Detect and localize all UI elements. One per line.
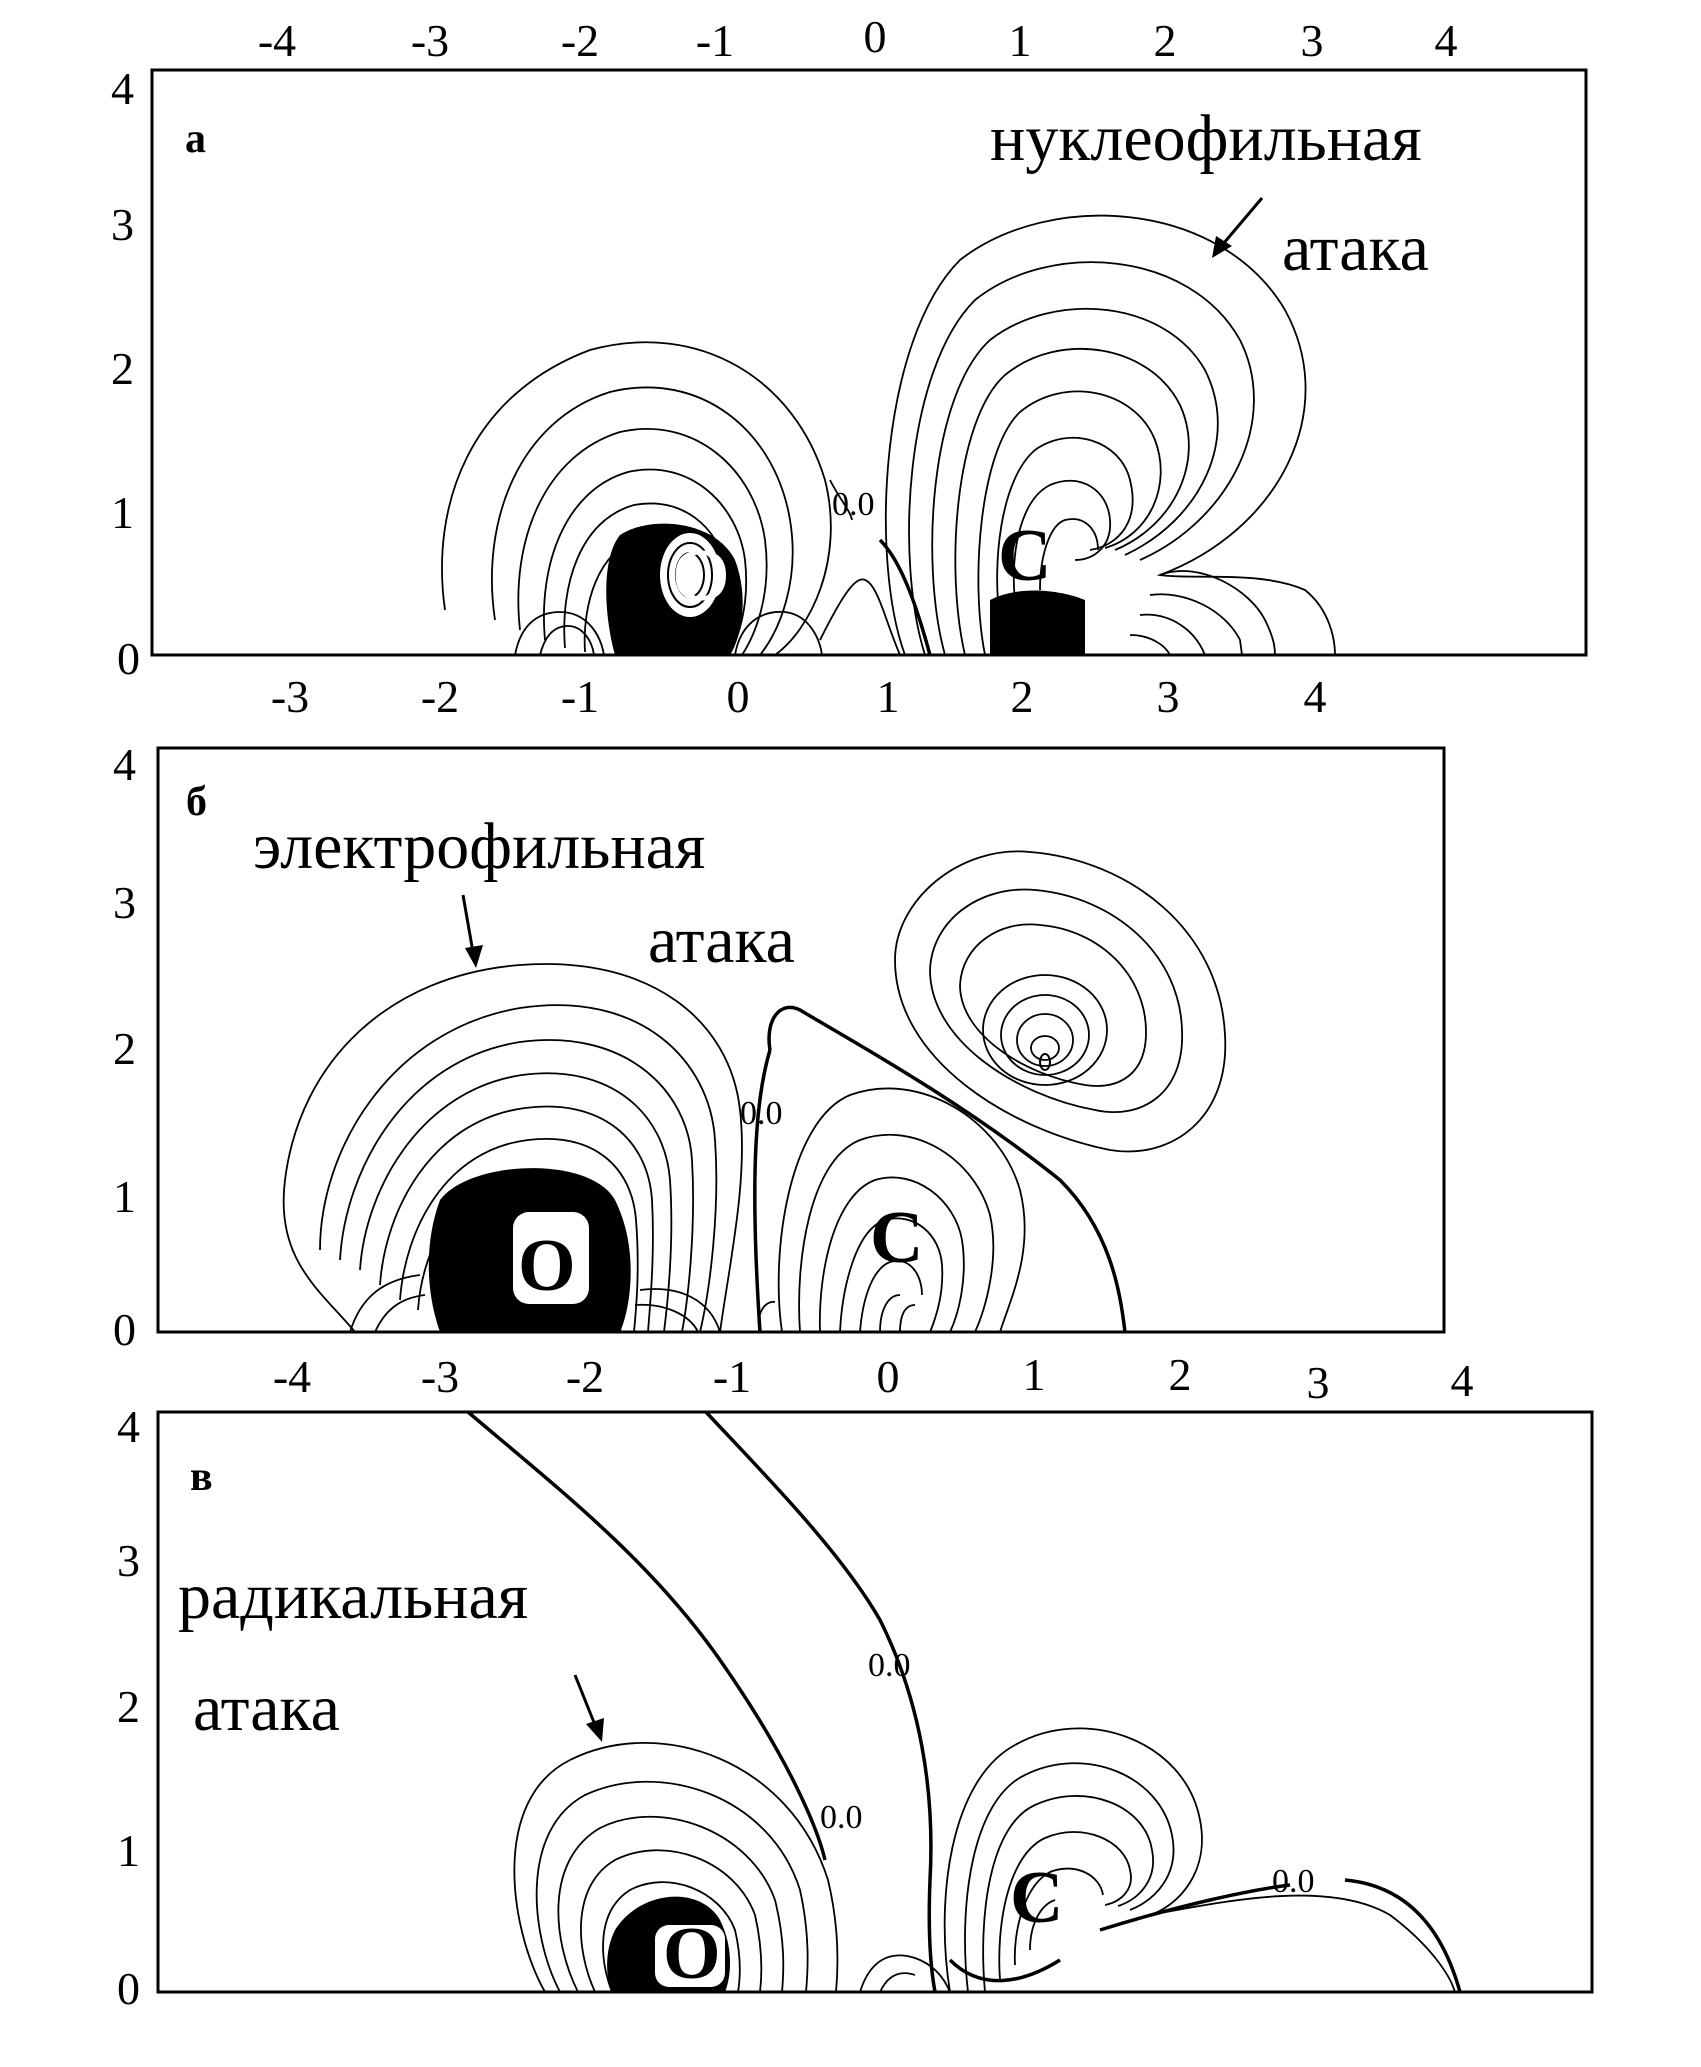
y-tick: 2 [113, 1023, 136, 1074]
x-tick: 4 [1451, 1355, 1474, 1406]
x-tick: -2 [561, 15, 599, 66]
x-tick: -3 [411, 15, 449, 66]
x-tick: 1 [1023, 1349, 1046, 1400]
annotation-line-2: атака [648, 904, 795, 977]
annotation-line-1: электрофильная [253, 810, 705, 883]
x-tick: 2 [1011, 671, 1034, 722]
y-tick: 1 [117, 1825, 140, 1876]
x-tick: -3 [271, 671, 309, 722]
zero-contour-label: 0.0 [868, 1647, 911, 1684]
panel-a-x-ticks: -4 -3 -2 -1 0 1 2 3 4 [258, 11, 1458, 66]
y-tick: 3 [111, 199, 134, 250]
panel-b-frame [156, 746, 1446, 1334]
annotation-arrow [1212, 197, 1264, 258]
annotation-line-1: радикальная [178, 1560, 528, 1633]
annotation-arrow [573, 1674, 604, 1742]
x-tick: 3 [1301, 15, 1324, 66]
zero-contour-label: 0.0 [740, 1095, 783, 1132]
y-tick: 3 [113, 877, 136, 928]
x-tick: 0 [877, 1351, 900, 1402]
y-tick: 4 [113, 739, 136, 790]
atom-label-o: O [663, 1913, 721, 1995]
y-tick: 4 [111, 63, 134, 114]
zero-contour-label: 0.0 [1272, 1863, 1315, 1900]
y-tick: 2 [111, 343, 134, 394]
zero-contour-label: 0.0 [832, 486, 875, 523]
panel-a-contours [441, 214, 1336, 656]
x-tick: -1 [561, 671, 599, 722]
annotation-line-1: нуклеофильная [990, 102, 1422, 175]
panel-a: -4 -3 -2 -1 0 1 2 3 4 0 1 2 3 4 [111, 11, 1588, 684]
panel-label: б [186, 779, 207, 825]
panel-c-y-ticks: 0 1 2 3 4 [117, 1401, 140, 2014]
y-tick: 1 [113, 1171, 136, 1222]
panel-b-contours [282, 850, 1227, 1333]
atom-label-o: O [672, 535, 730, 617]
panel-label: в [190, 1454, 213, 1500]
atom-label-c: C [870, 1197, 923, 1279]
panel-c-frame [156, 1410, 1594, 1994]
y-tick: 1 [111, 487, 134, 538]
x-tick: 0 [864, 11, 887, 62]
x-tick: -2 [421, 671, 459, 722]
atom-label-o: O [518, 1225, 576, 1307]
x-tick: -1 [696, 15, 734, 66]
annotation-line-2: атака [193, 1672, 340, 1745]
panel-a-frame [150, 68, 1588, 657]
panel-c-x-ticks: -4 -3 -2 -1 0 1 2 3 4 [273, 1349, 1474, 1408]
x-tick: 1 [1009, 15, 1032, 66]
x-tick: 4 [1435, 15, 1458, 66]
atom-label-c: C [1010, 1857, 1063, 1939]
x-tick: 1 [877, 671, 900, 722]
x-tick: -2 [566, 1351, 604, 1402]
x-tick: 0 [727, 671, 750, 722]
x-tick: -1 [713, 1351, 751, 1402]
panel-c-contours [466, 1410, 1462, 1993]
atom-label-c: C [998, 515, 1051, 597]
x-tick: 2 [1169, 1349, 1192, 1400]
annotation-arrow [461, 894, 483, 968]
x-tick: -4 [273, 1351, 311, 1402]
x-tick: 2 [1154, 15, 1177, 66]
x-tick: 3 [1157, 671, 1180, 722]
x-tick: 4 [1304, 671, 1327, 722]
annotation-line-2: атака [1282, 212, 1429, 285]
x-tick: -4 [258, 15, 296, 66]
zero-contour-label: 0.0 [820, 1799, 863, 1836]
panel-label: а [185, 116, 206, 162]
panel-b: -3 -2 -1 0 1 2 3 4 0 1 2 3 4 [113, 671, 1446, 1355]
y-tick: 0 [113, 1304, 136, 1355]
x-tick: 3 [1307, 1357, 1330, 1408]
y-tick: 0 [117, 1963, 140, 2014]
y-tick: 3 [117, 1535, 140, 1586]
panel-a-y-ticks: 0 1 2 3 4 [111, 63, 140, 684]
panel-c: -4 -3 -2 -1 0 1 2 3 4 0 1 2 3 4 [117, 1349, 1594, 2014]
panel-b-x-ticks: -3 -2 -1 0 1 2 3 4 [271, 671, 1327, 722]
y-tick: 4 [117, 1401, 140, 1452]
y-tick: 0 [117, 633, 140, 684]
panel-b-y-ticks: 0 1 2 3 4 [113, 739, 136, 1355]
x-tick: -3 [421, 1351, 459, 1402]
y-tick: 2 [117, 1681, 140, 1732]
